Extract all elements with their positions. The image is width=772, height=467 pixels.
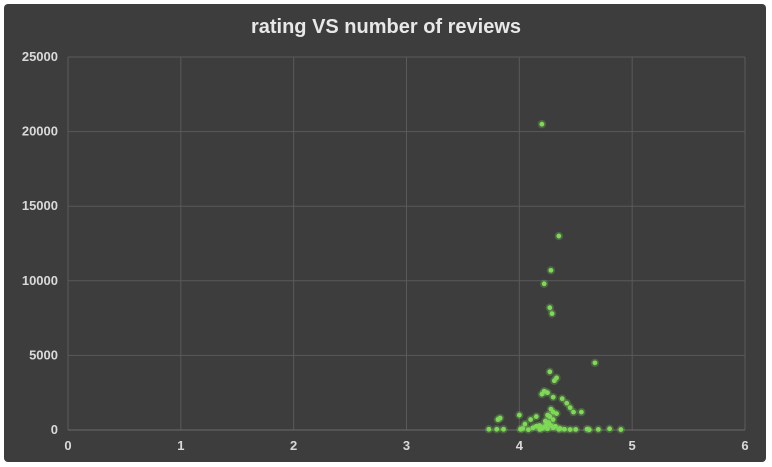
- data-point: [495, 417, 501, 422]
- x-tick-label: 0: [64, 438, 71, 453]
- data-point: [545, 390, 550, 396]
- x-axis-ticks: 0 1 2 3 4 5 6: [64, 438, 748, 453]
- data-point: [539, 391, 545, 397]
- data-point: [550, 417, 556, 422]
- data-point: [547, 305, 553, 311]
- data-point: [545, 426, 550, 432]
- chart-area: [4, 4, 766, 462]
- y-tick-label: 25000: [22, 49, 58, 64]
- data-point: [537, 427, 543, 432]
- data-point: [551, 378, 557, 384]
- data-point: [533, 423, 539, 429]
- y-tick-label: 20000: [22, 124, 58, 139]
- data-point: [522, 421, 528, 427]
- data-point: [549, 311, 555, 317]
- y-tick-label: 15000: [22, 198, 58, 213]
- data-point: [548, 267, 554, 273]
- grid: [67, 56, 746, 431]
- data-point: [542, 418, 548, 424]
- data-points: [484, 119, 626, 434]
- data-point: [528, 417, 534, 422]
- data-point: [564, 400, 570, 406]
- data-point: [595, 427, 601, 432]
- data-point: [501, 426, 506, 432]
- data-point: [539, 121, 545, 127]
- data-point: [525, 427, 531, 433]
- data-point: [547, 369, 553, 375]
- data-point: [592, 360, 598, 366]
- data-point: [516, 412, 522, 418]
- data-point: [573, 427, 579, 432]
- data-point: [541, 281, 547, 287]
- data-point: [553, 423, 558, 429]
- data-point: [567, 405, 573, 411]
- data-point: [557, 426, 563, 431]
- data-point: [556, 233, 562, 239]
- data-point: [571, 409, 576, 415]
- x-tick-label: 1: [177, 438, 184, 453]
- data-point: [562, 426, 567, 432]
- data-point: [578, 409, 584, 415]
- data-point: [533, 414, 539, 419]
- y-tick-label: 10000: [22, 273, 58, 288]
- data-point: [586, 427, 592, 433]
- x-tick-label: 3: [403, 438, 410, 453]
- x-tick-label: 6: [741, 438, 748, 453]
- y-tick-label: 0: [51, 422, 58, 437]
- data-point: [518, 426, 523, 432]
- chart-title: rating VS number of reviews: [250, 16, 522, 38]
- data-point: [554, 411, 559, 416]
- data-point: [607, 426, 612, 432]
- data-point: [544, 422, 549, 428]
- y-tick-label: 5000: [29, 347, 58, 362]
- y-axis-ticks: 0 5000 10000 15000 20000 25000: [22, 49, 58, 437]
- data-point: [486, 426, 492, 432]
- data-point: [559, 396, 565, 402]
- data-point: [550, 394, 556, 400]
- data-point: [567, 427, 573, 432]
- x-tick-label: 2: [290, 438, 297, 453]
- x-tick-label: 5: [629, 438, 636, 453]
- data-point: [618, 427, 624, 432]
- data-point: [494, 426, 500, 432]
- data-point: [547, 414, 553, 419]
- x-tick-label: 4: [516, 438, 524, 453]
